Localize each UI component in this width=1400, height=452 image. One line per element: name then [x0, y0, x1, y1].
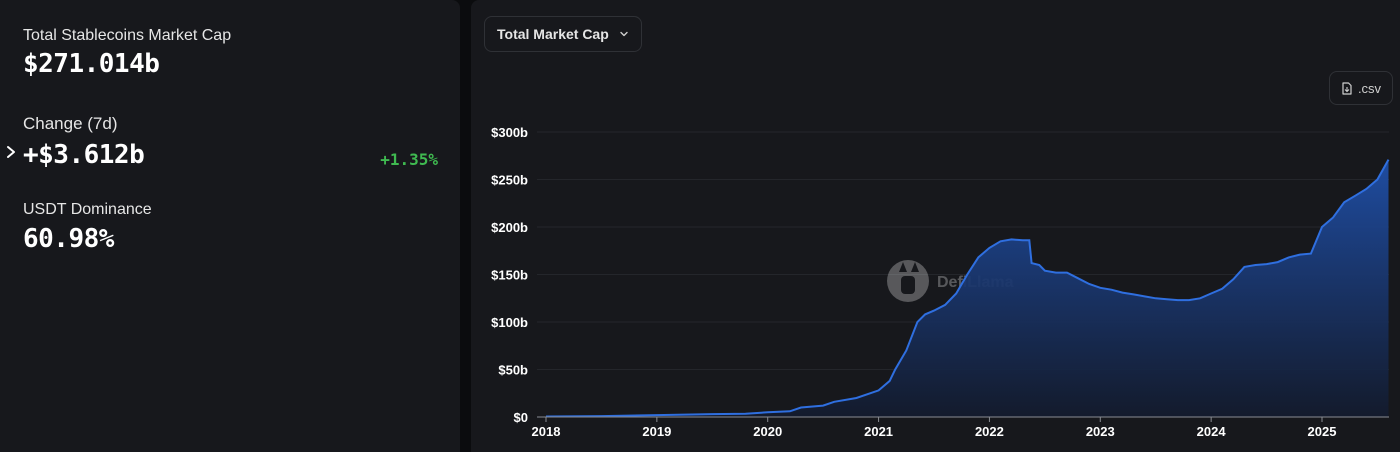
y-tick-label: $200b — [491, 220, 528, 235]
total-market-cap-label: Total Stablecoins Market Cap — [23, 27, 232, 44]
csv-label: .csv — [1357, 80, 1382, 96]
x-tick-label: 2018 — [532, 424, 561, 439]
y-tick-label: $50b — [498, 363, 528, 378]
x-tick-label: 2023 — [1086, 424, 1115, 439]
y-tick-label: $150b — [491, 268, 528, 283]
x-tick-label: 2019 — [642, 424, 671, 439]
usdt-dominance-label: USDT Dominance — [23, 201, 152, 218]
file-download-icon — [1342, 81, 1352, 95]
x-tick-label: 2024 — [1197, 424, 1227, 439]
y-tick-label: $0 — [514, 410, 528, 425]
change-7d-value: +$3.612b — [23, 140, 145, 170]
chevron-down-icon — [620, 31, 628, 37]
x-tick-label: 2020 — [753, 424, 782, 439]
x-tick-label: 2025 — [1308, 424, 1337, 439]
change-7d-percent: +1.35% — [380, 150, 438, 169]
market-cap-line — [545, 159, 1390, 418]
x-tick-label: 2021 — [864, 424, 893, 439]
market-cap-area — [546, 159, 1389, 417]
total-market-cap-value: $271.014b — [23, 49, 160, 79]
llama-logo-icon — [887, 260, 929, 302]
metric-select-label: Total Market Cap — [497, 26, 609, 42]
download-csv-button[interactable]: .csv — [1329, 71, 1393, 105]
market-cap-chart: DefiLlama $0$50b$100b$150b$200b$250b$300… — [491, 125, 1390, 439]
metric-select[interactable]: Total Market Cap — [484, 16, 642, 52]
usdt-dominance-value: 60.98% — [23, 224, 114, 254]
change-7d-label: Change (7d) — [23, 114, 118, 133]
y-tick-label: $100b — [491, 315, 528, 330]
chart-panel: DefiLlama $0$50b$100b$150b$200b$250b$300… — [471, 0, 1400, 452]
y-tick-label: $250b — [491, 173, 528, 188]
chevron-right-icon[interactable] — [4, 141, 18, 163]
x-tick-label: 2022 — [975, 424, 1004, 439]
stats-panel: Total Stablecoins Market Cap $271.014b C… — [0, 0, 460, 452]
y-tick-label: $300b — [491, 125, 528, 140]
